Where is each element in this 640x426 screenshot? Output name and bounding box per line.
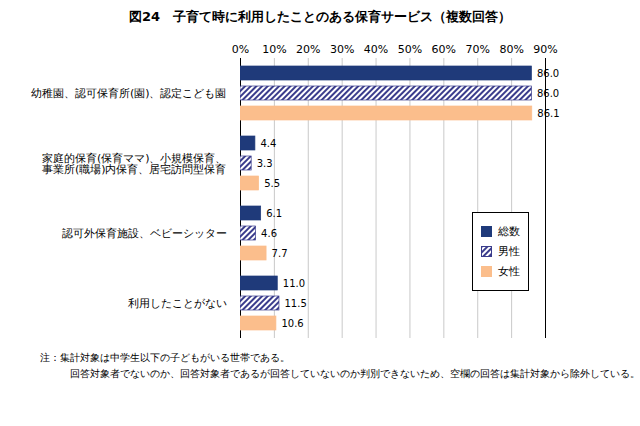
svg-text:30%: 30%	[330, 43, 354, 56]
svg-text:90%: 90%	[533, 43, 557, 56]
svg-text:86.0: 86.0	[537, 68, 559, 79]
svg-text:3.3: 3.3	[257, 158, 273, 169]
svg-text:86.0: 86.0	[537, 88, 559, 99]
svg-text:50%: 50%	[398, 43, 422, 56]
svg-text:40%: 40%	[364, 43, 388, 56]
svg-text:11.0: 11.0	[283, 278, 305, 289]
svg-text:20%: 20%	[296, 43, 320, 56]
svg-text:60%: 60%	[432, 43, 456, 56]
html-text:総数: 総数	[498, 225, 520, 238]
svg-text:6.1: 6.1	[266, 208, 282, 219]
html-text:注：集計対象は中学生以下の子どもがいる世帯である。: 注：集計対象は中学生以下の子どもがいる世帯である。	[40, 352, 290, 363]
svg-text:70%: 70%	[465, 43, 489, 56]
html-text:女性: 女性	[498, 265, 520, 278]
svg-text:10%: 10%	[262, 43, 286, 56]
svg-text:利用したことがない: 利用したことがない	[128, 297, 227, 310]
svg-text:4.4: 4.4	[260, 138, 276, 149]
svg-text:10.6: 10.6	[281, 318, 303, 329]
svg-text:0%: 0%	[232, 43, 249, 56]
html-text:回答対象者でないのか、回答対象者であるが回答していないのか判: 回答対象者でないのか、回答対象者であるが回答していないのか判別できないため、空欄…	[70, 368, 640, 379]
svg-text:7.7: 7.7	[272, 248, 288, 259]
html-text:男性: 男性	[498, 245, 520, 258]
svg-text:幼稚園、認可保育所(園)、認定こども園: 幼稚園、認可保育所(園)、認定こども園	[31, 87, 227, 100]
svg-text:家庭的保育(保育ママ)、小規模保育、事業所(職場)内保育、居: 家庭的保育(保育ママ)、小規模保育、事業所(職場)内保育、居宅訪問型保育	[42, 152, 227, 176]
svg-text:80%: 80%	[499, 43, 523, 56]
svg-text:86.1: 86.1	[537, 108, 559, 119]
html-text:図24 子育て時に利用したことのある保育サービス（複数回答）: 図24 子育て時に利用したことのある保育サービス（複数回答）	[129, 9, 511, 24]
svg-text:11.5: 11.5	[284, 298, 306, 309]
svg-text:認可外保育施設、ベビーシッター: 認可外保育施設、ベビーシッター	[62, 227, 227, 240]
svg-text:5.5: 5.5	[264, 178, 280, 189]
svg-text:4.6: 4.6	[261, 228, 277, 239]
